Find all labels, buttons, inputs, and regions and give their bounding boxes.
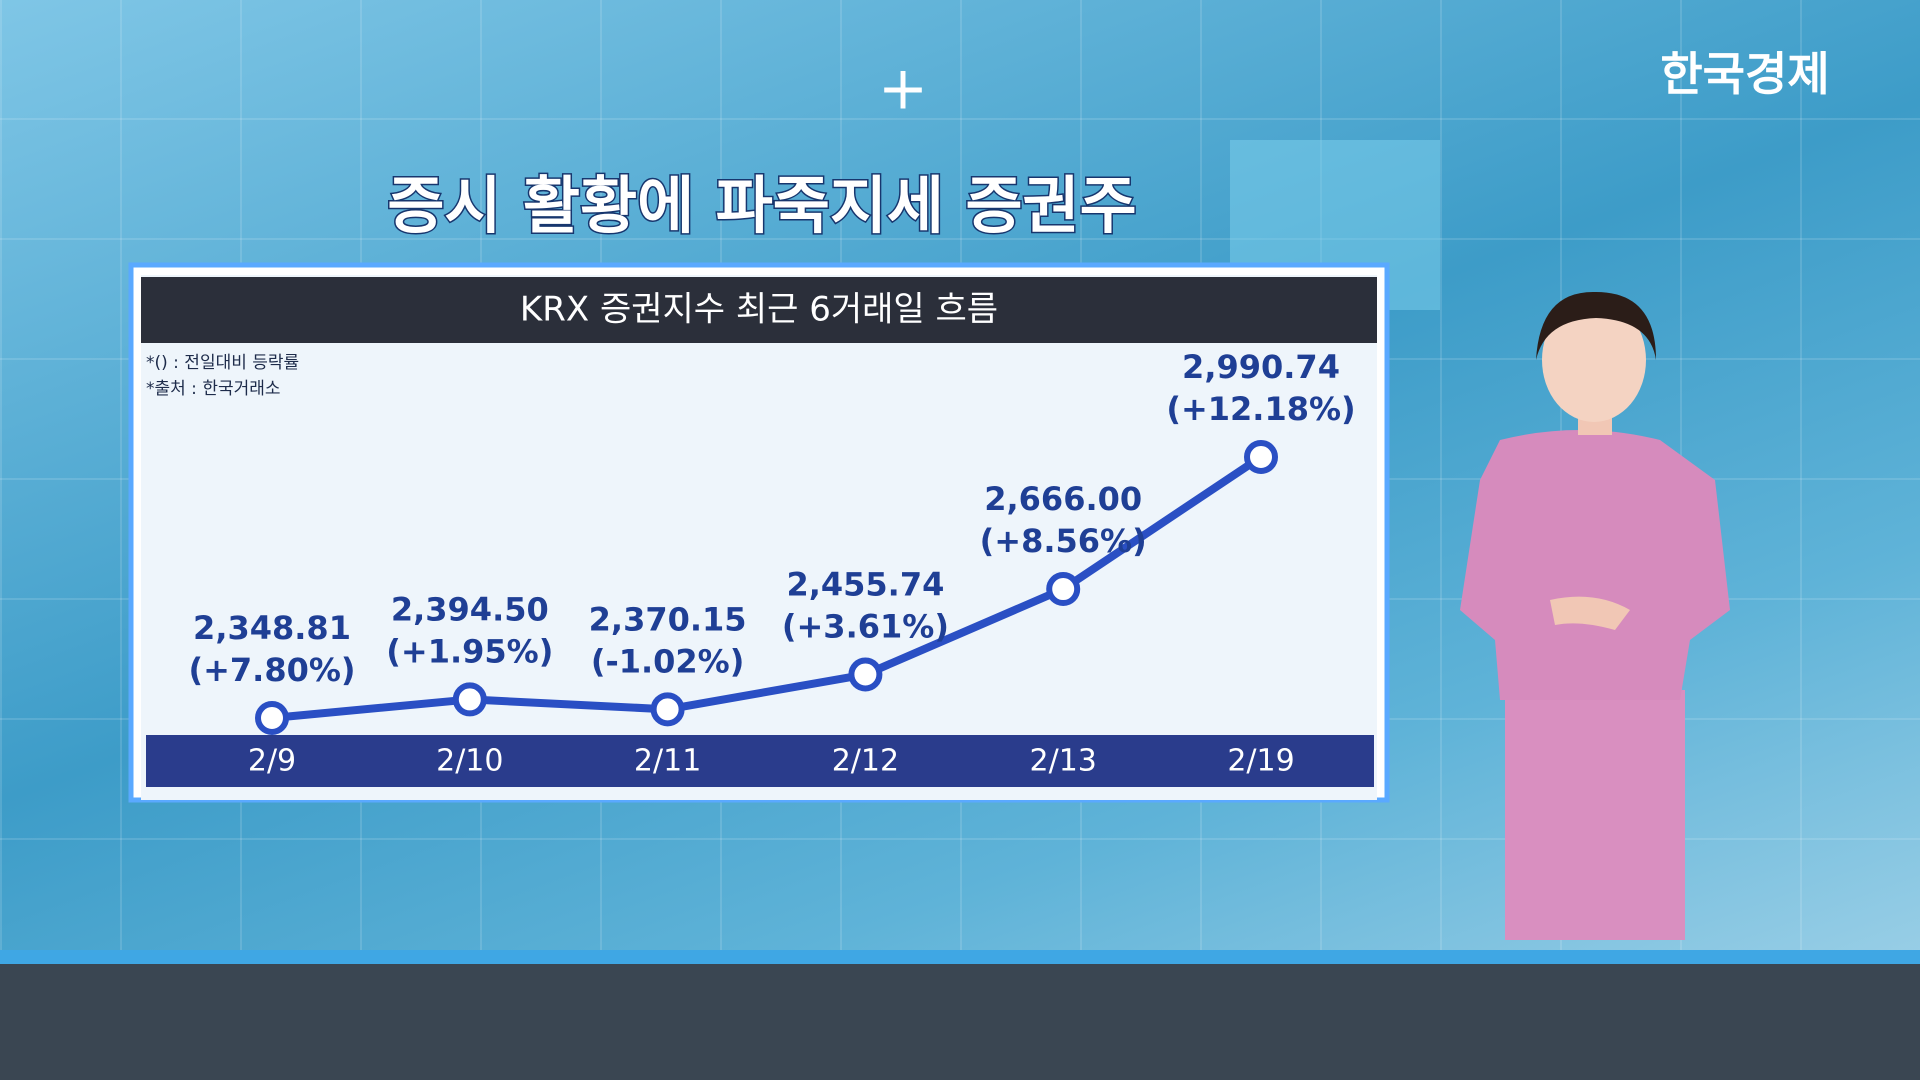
change-label: (+7.80%) [188, 651, 355, 689]
value-label: 2,666.00 [984, 480, 1142, 518]
x-tick-label: 2/19 [1227, 744, 1294, 779]
plus-icon: + [878, 54, 928, 124]
floor [0, 960, 1920, 1080]
category-bar [146, 735, 1374, 787]
data-point [255, 701, 289, 735]
presenter [1460, 291, 1730, 940]
value-label: 2,394.50 [391, 590, 549, 628]
data-point [848, 657, 883, 692]
x-tick-label: 2/11 [634, 744, 701, 779]
chart-header [141, 277, 1377, 343]
data-point [1046, 572, 1081, 607]
change-label: (+12.18%) [1166, 390, 1355, 428]
note: *출처 : 한국거래소 [146, 379, 281, 399]
value-label: 2,348.81 [193, 609, 351, 647]
x-tick-label: 2/12 [832, 744, 899, 779]
x-tick-label: 2/9 [248, 744, 296, 779]
value-label: 2,455.74 [786, 566, 944, 604]
x-tick-label: 2/13 [1030, 744, 1097, 779]
change-label: (+8.56%) [980, 522, 1147, 560]
series-line [271, 453, 1264, 722]
change-label: (-1.02%) [591, 642, 745, 680]
change-label: (+1.95%) [386, 632, 553, 670]
value-label: 2,990.74 [1182, 348, 1340, 386]
data-point [650, 692, 685, 727]
change-label: (+3.61%) [782, 608, 949, 646]
value-label: 2,370.15 [589, 600, 747, 638]
headline: 증시 활황에 파죽지세 증권주 [387, 169, 1136, 242]
note: *() : 전일대비 등락률 [146, 353, 299, 373]
floor-stripe [0, 950, 1920, 964]
chart-title: KRX 증권지수 최근 6거래일 흐름 [520, 290, 998, 330]
data-point [1244, 440, 1278, 474]
logo: 한국경제 [1660, 47, 1829, 101]
x-tick-label: 2/10 [436, 744, 503, 779]
data-point [452, 682, 487, 717]
